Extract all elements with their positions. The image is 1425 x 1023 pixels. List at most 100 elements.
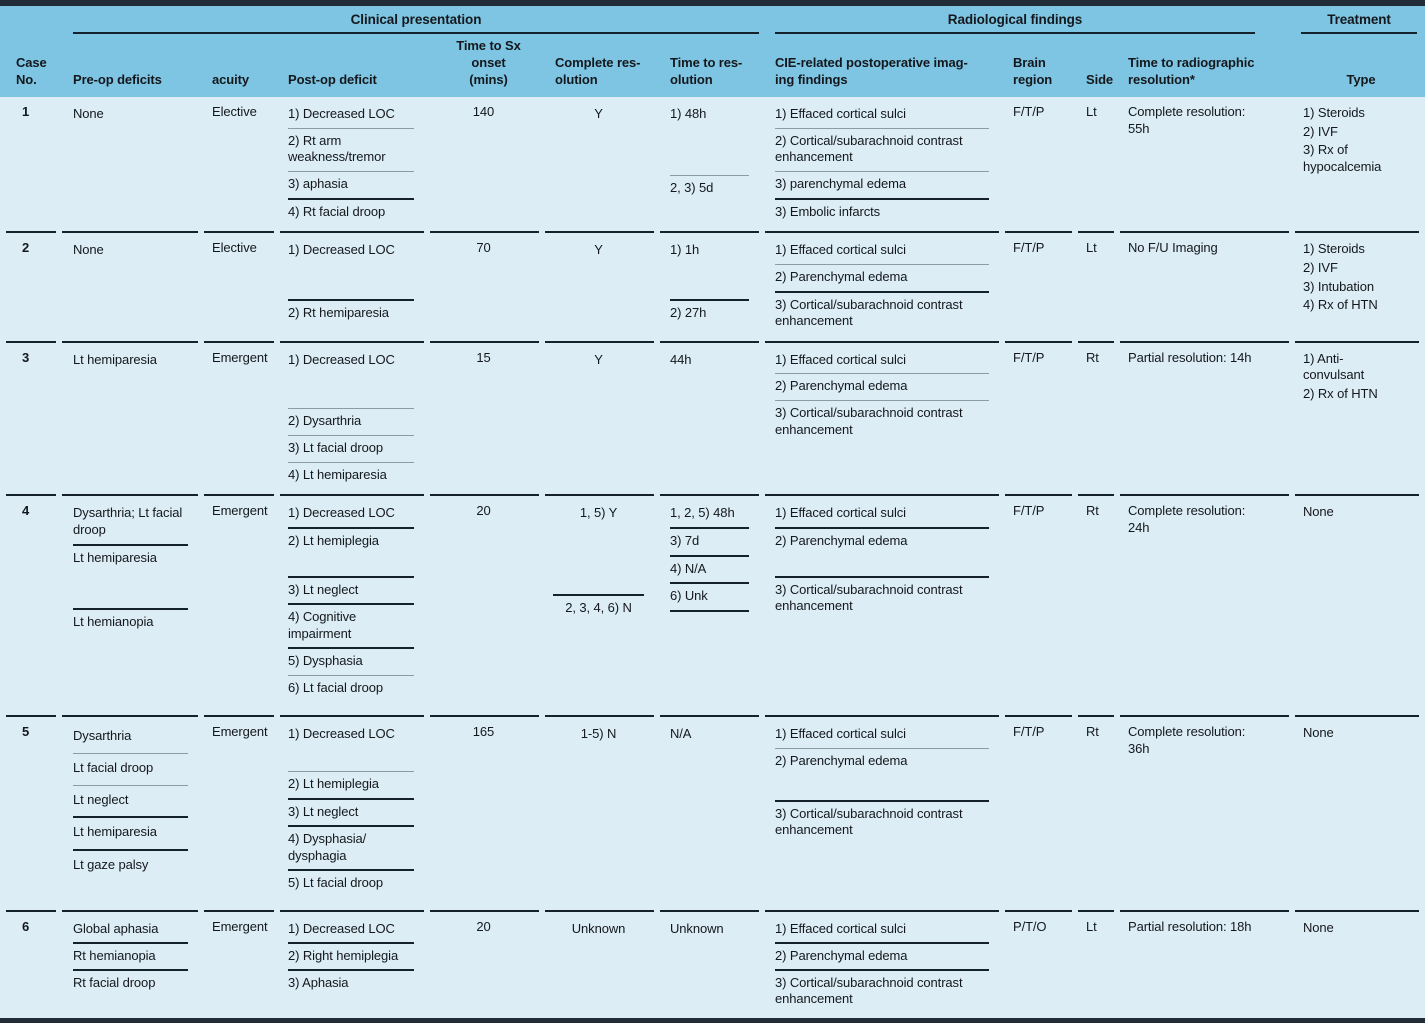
cell-case-no: 3: [6, 340, 56, 495]
cell-treatment: 1) Steroids 2) IVF 3) Rx of hypocalcemia: [1295, 97, 1419, 231]
cell-complete-res: 1-5) N: [545, 715, 654, 910]
cell-item: 3) Cortical/subarachnoid contrast enhanc…: [775, 581, 963, 614]
cell-side: Rt: [1078, 715, 1114, 910]
radiographic-value: No F/U Imaging: [1128, 240, 1218, 256]
cell-item: 3) Embolic infarcts: [775, 203, 881, 219]
cell-complete-res: Y: [545, 231, 654, 341]
cell-item: 1) Effaced cortical sulci: [775, 350, 989, 375]
cell-item: Lt facial droop: [73, 756, 188, 786]
column-header-post-op-deficit: Post-op deficit: [288, 71, 377, 87]
cell-case-no: 2: [6, 231, 56, 341]
cell-post-op: 1) Decreased LOC 2) Lt hemiplegia 3) Lt ne…: [280, 715, 424, 910]
column-header-treatment-type: Type: [1346, 71, 1376, 87]
cell-pre-op: Dysarthria Lt facial droop Lt neglect Lt he…: [62, 715, 198, 910]
cell-brain-region: F/T/P: [1005, 494, 1072, 715]
sx-onset-value: 165: [472, 724, 495, 740]
side-value: Lt: [1086, 240, 1097, 256]
cell-treatment: None: [1295, 494, 1419, 715]
acuity-value: Elective: [212, 104, 257, 120]
cell-side: Lt: [1078, 97, 1114, 231]
cell-item: 5) Lt facial droop: [288, 875, 384, 891]
cell-item: 3) Cortical/subarachnoid contrast enhanc…: [775, 405, 963, 437]
treatment-line: None: [1303, 920, 1334, 936]
cell-item: Lt gaze palsy: [73, 856, 149, 872]
column-header-imaging-findings: CIE-related postoperative imag- ing find…: [775, 54, 968, 87]
cell-item: Lt hemiparesia: [73, 820, 188, 851]
table-row-case-3: 3 Lt hemiparesia Emergent 1) Decreased LOC 2…: [0, 340, 1425, 495]
cell-acuity: Emergent: [204, 715, 274, 910]
cell-item: 1) Effaced cortical sulci: [775, 503, 989, 529]
radiographic-value: Partial resolution: 14h: [1128, 349, 1252, 365]
cell-complete-res: Y: [545, 97, 654, 231]
cell-post-op: 1) Decreased LOC 2) Rt hemiparesia: [280, 231, 424, 341]
cell-treatment: 1) Anti- convulsant 2) Rx of HTN: [1295, 340, 1419, 495]
radiographic-value: Complete resolution: 24h: [1128, 503, 1246, 535]
cell-acuity: Elective: [204, 97, 274, 231]
cell-item: 3) parenchymal edema: [775, 174, 989, 200]
cell-acuity: Elective: [204, 231, 274, 341]
cell-item: Lt hemiparesia: [73, 548, 188, 611]
cell-item: 2) Parenchymal edema: [775, 531, 989, 578]
table-body: 1 None Elective 1) Decreased LOC 2) Rt arm w…: [0, 97, 1425, 1018]
sx-onset-value: 20: [476, 503, 491, 519]
cell-time-to-res: 1) 48h 2, 3) 5d: [660, 97, 759, 231]
group-header-clinical-presentation: Clinical presentation: [73, 11, 759, 35]
cell-item: 2) Cortical/subarachnoid contrast enhanc…: [775, 131, 989, 173]
cell-item: 4) Cognitive impairment: [288, 607, 414, 650]
acuity-value: Elective: [212, 240, 257, 256]
column-header-time-to-radiographic-resolution: Time to radiographic resolution*: [1128, 54, 1255, 87]
cell-pre-op: None: [62, 231, 198, 341]
treatment-line: 1) Steroids: [1303, 105, 1365, 121]
case-no-value: 6: [22, 919, 30, 935]
cell-item: 4) N/A: [670, 559, 749, 585]
cell-item: 2) Right hemiplegia: [288, 946, 414, 971]
cell-item: 1-5) N: [580, 726, 617, 742]
cell-sx-onset: 15: [430, 340, 539, 495]
column-header-case-no: Case No.: [16, 54, 47, 87]
cell-item: 2) Parenchymal edema: [775, 376, 989, 402]
cell-item: 2) Parenchymal edema: [775, 946, 989, 971]
cell-brain-region: P/T/O: [1005, 910, 1072, 1018]
treatment-line: 3) Rx of hypocalcemia: [1303, 142, 1382, 175]
cell-radiographic: Complete resolution: 36h: [1120, 715, 1289, 910]
treatment-line: 3) Intubation: [1303, 278, 1374, 294]
case-no-value: 5: [22, 724, 30, 740]
acuity-value: Emergent: [212, 919, 268, 935]
cell-item: 3) Lt facial droop: [288, 438, 414, 463]
cell-treatment: 1) Steroids 2) IVF 3) Intubation 4) Rx of H…: [1295, 231, 1419, 341]
cell-item: 3) Cortical/subarachnoid contrast enhanc…: [775, 974, 963, 1007]
cell-item: 2) Dysarthria: [288, 411, 414, 437]
cell-post-op: 1) Decreased LOC 2) Right hemiplegia 3) Ap…: [280, 910, 424, 1018]
cell-item: Dysarthria; Lt facial droop: [73, 503, 188, 546]
cell-item: 1) Effaced cortical sulci: [775, 104, 989, 129]
cell-pre-op: Global aphasia Rt hemianopia Rt facial dro…: [62, 910, 198, 1018]
table-row-case-4: 4 Dysarthria; Lt facial droop Lt hemipares…: [0, 494, 1425, 716]
table-top-rule: [0, 0, 1425, 6]
cell-item: 1) 1h: [670, 240, 749, 301]
cell-item: 1) 48h: [670, 104, 749, 176]
cell-acuity: Emergent: [204, 340, 274, 495]
cell-case-no: 6: [6, 910, 56, 1018]
cell-item: Y: [594, 106, 603, 122]
treatment-line: 4) Rx of HTN: [1303, 297, 1378, 313]
cell-item: 2) Lt hemiplegia: [288, 531, 414, 578]
cell-item: Global aphasia: [73, 919, 188, 944]
cell-item: Y: [594, 242, 603, 258]
cell-item: 4) Lt hemiparesia: [288, 466, 387, 482]
group-header-treatment: Treatment: [1301, 11, 1417, 35]
cell-imaging: 1) Effaced cortical sulci 2) Parenchymal …: [765, 231, 999, 341]
cell-side: Rt: [1078, 494, 1114, 715]
cell-item: 6) Unk: [670, 586, 749, 612]
cell-item: 1) Effaced cortical sulci: [775, 919, 989, 944]
cell-item: 2) Parenchymal edema: [775, 267, 989, 293]
cell-item: 1) Effaced cortical sulci: [775, 724, 989, 749]
radiographic-value: Partial resolution: 18h: [1128, 919, 1252, 935]
table-row-case-6: 6 Global aphasia Rt hemianopia Rt facial dr…: [0, 910, 1425, 1018]
cell-item: 4) Dysphasia/ dysphagia: [288, 829, 414, 872]
table-row-case-1: 1 None Elective 1) Decreased LOC 2) Rt arm w…: [0, 97, 1425, 232]
cell-item: 1) Decreased LOC: [288, 503, 414, 529]
side-value: Rt: [1086, 724, 1099, 740]
cell-time-to-res: N/A: [660, 715, 759, 910]
cell-item: Rt hemianopia: [73, 946, 188, 971]
